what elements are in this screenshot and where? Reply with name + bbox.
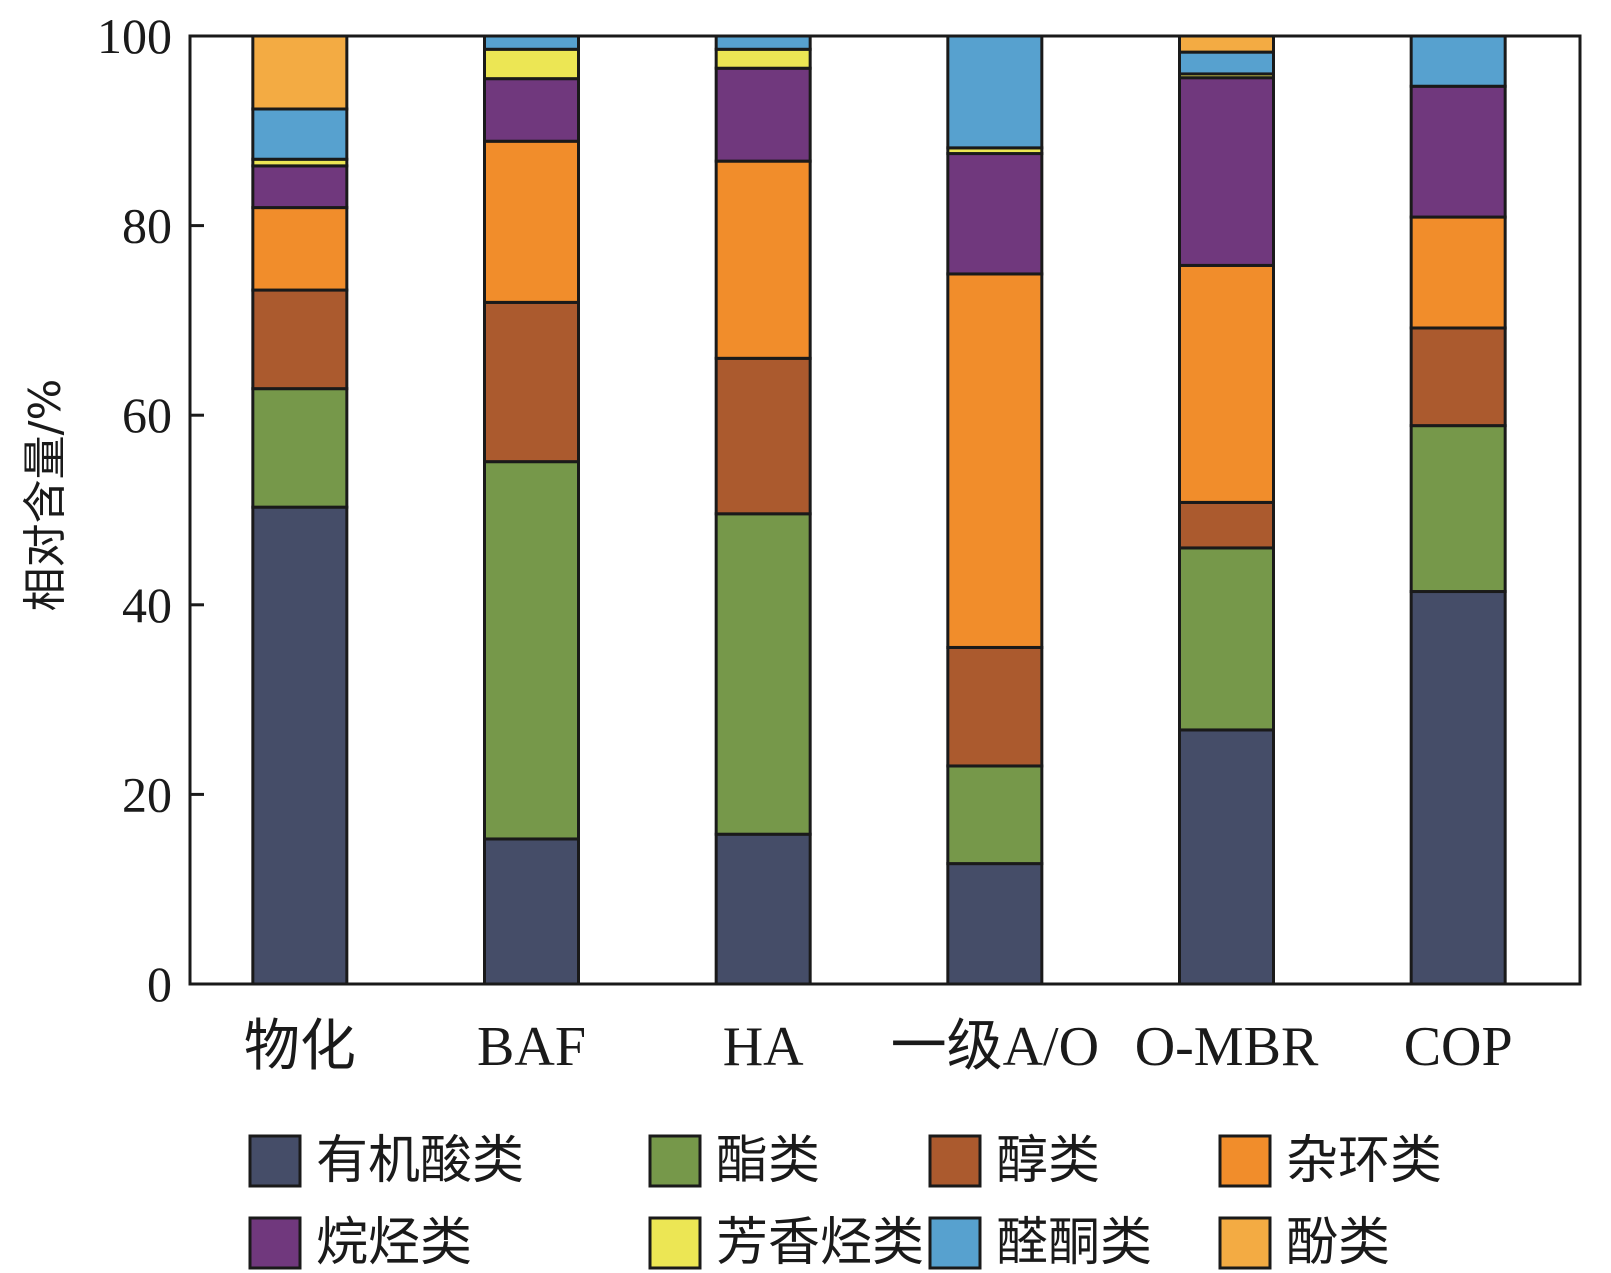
legend-label: 烷烃类 — [316, 1213, 472, 1273]
bar-segment — [1178, 263, 1275, 504]
bar-segment — [483, 34, 580, 51]
bar-segment — [1178, 546, 1275, 732]
bar-segment — [946, 152, 1044, 276]
plot-frame — [188, 34, 1582, 986]
legend-label: 醛酮类 — [996, 1213, 1152, 1273]
bar-segment — [714, 512, 812, 836]
x-category-label: BAF — [477, 1016, 586, 1078]
bar-segment — [483, 139, 580, 304]
bar-segment — [251, 387, 349, 509]
legend-swatch — [248, 1216, 302, 1270]
y-tick-label: 40 — [122, 577, 172, 633]
x-category-label: 一级A/O — [891, 1016, 1099, 1078]
bar-segment — [714, 66, 812, 163]
legend-label: 芳香烃类 — [716, 1213, 924, 1273]
bar-segment — [483, 300, 580, 464]
bar-segment — [483, 77, 580, 143]
bar-segment — [714, 47, 812, 70]
x-category-label: COP — [1404, 1016, 1513, 1078]
legend-swatch — [928, 1134, 982, 1188]
legend-label: 杂环类 — [1286, 1131, 1442, 1191]
bar-segment — [251, 107, 349, 161]
x-category-label: 物化 — [244, 1016, 356, 1078]
bar-segment — [946, 34, 1044, 150]
bar-segment — [251, 288, 349, 391]
x-category-label: O-MBR — [1135, 1016, 1319, 1078]
legend-swatch — [648, 1134, 702, 1188]
bar-segment — [1409, 84, 1507, 219]
legend-label: 醇类 — [996, 1131, 1100, 1191]
bar-segment — [1409, 424, 1507, 594]
legend-swatch — [648, 1216, 702, 1270]
legend-swatch — [1218, 1216, 1272, 1270]
bar-segment — [714, 34, 812, 51]
bar-segment — [714, 832, 812, 986]
bar-segment — [1178, 500, 1275, 550]
legend-label: 有机酸类 — [316, 1131, 524, 1191]
y-tick-label: 20 — [122, 766, 172, 822]
bar-segment — [1409, 590, 1507, 986]
bar-segment — [251, 34, 349, 111]
y-tick-label: 100 — [97, 8, 172, 64]
bar-segment — [1409, 215, 1507, 330]
legend-swatch — [1218, 1134, 1272, 1188]
bar-segment — [946, 645, 1044, 768]
bar-segment — [251, 206, 349, 292]
bar-segment — [251, 505, 349, 986]
bar-segment — [251, 164, 349, 210]
bar-segment — [1409, 326, 1507, 428]
bar-segment — [483, 837, 580, 986]
bars-layer — [251, 34, 1507, 986]
bar-segment — [483, 460, 580, 841]
bar-segment — [946, 764, 1044, 866]
bar-segment — [1409, 34, 1507, 88]
bar-segment — [714, 159, 812, 360]
bar-segment — [1178, 728, 1275, 986]
bar-segment — [946, 862, 1044, 986]
bar-segment — [483, 47, 580, 81]
bar-segment — [714, 356, 812, 516]
legend-label: 酯类 — [716, 1131, 820, 1191]
x-axis-labels: 物化 BAF HA 一级A/O O-MBR COP — [244, 1016, 1513, 1078]
y-tick-label: 60 — [122, 387, 172, 443]
bar-segment — [1178, 34, 1275, 54]
y-axis-title: 相对含量/% — [20, 379, 71, 612]
bar-segment — [1178, 50, 1275, 76]
y-tick-label: 80 — [122, 198, 172, 254]
legend-label: 酚类 — [1286, 1213, 1390, 1273]
bar-segment — [1178, 76, 1275, 267]
legend-swatch — [248, 1134, 302, 1188]
x-category-label: HA — [723, 1016, 804, 1078]
y-axis: 0 20 40 60 80 100 — [97, 8, 204, 1012]
legend-swatch — [928, 1216, 982, 1270]
bar-segment — [946, 272, 1044, 649]
y-tick-label: 0 — [147, 956, 172, 1012]
